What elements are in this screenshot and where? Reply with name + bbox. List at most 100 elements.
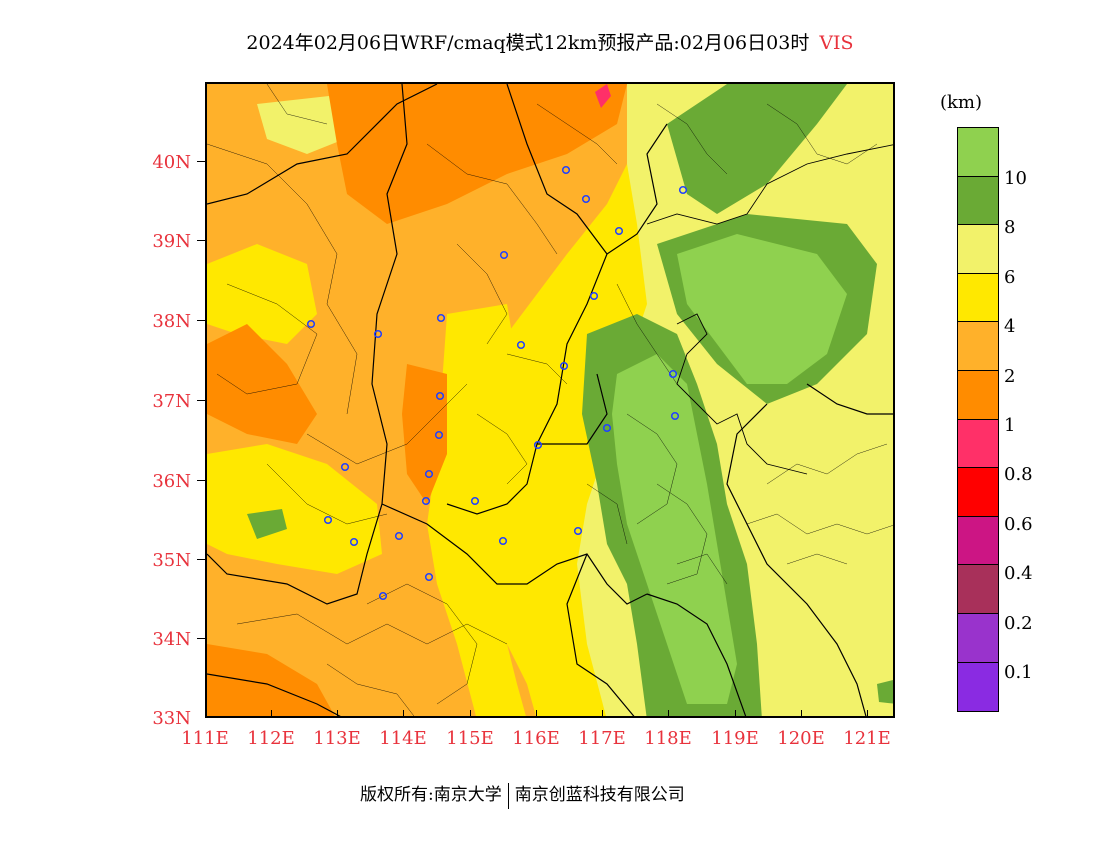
legend-swatch xyxy=(958,565,998,614)
city-marker xyxy=(589,291,599,301)
legend-label-1: 1 xyxy=(1004,415,1016,436)
region-west-dark-orange xyxy=(207,324,317,444)
city-marker xyxy=(349,537,359,547)
region-green-dark-north xyxy=(667,84,847,214)
city-marker xyxy=(306,319,316,329)
city-marker xyxy=(516,340,526,350)
city-marker xyxy=(421,496,431,506)
visibility-map xyxy=(207,84,893,716)
lon-tick xyxy=(403,710,404,718)
legend-label-0-8: 0.8 xyxy=(1004,464,1033,485)
lon-tick xyxy=(668,710,669,718)
title-variable: VIS xyxy=(819,32,854,54)
city-marker xyxy=(559,361,569,371)
legend-swatch xyxy=(958,273,998,323)
city-marker xyxy=(323,515,333,525)
city-marker xyxy=(378,591,388,601)
city-marker xyxy=(373,329,383,339)
lat-tick xyxy=(197,400,205,401)
lon-label-118e: 118E xyxy=(644,728,692,749)
footer-copyright: 版权所有:南京大学 xyxy=(360,785,502,805)
legend-label-0-2: 0.2 xyxy=(1004,613,1033,634)
map-frame xyxy=(205,82,895,718)
city-marker xyxy=(573,526,583,536)
lon-tick xyxy=(867,710,868,718)
city-markers xyxy=(306,165,688,601)
lon-tick xyxy=(602,710,603,718)
chart-title: 2024年02月06日WRF/cmaq模式12km预报产品:02月06日03时 V… xyxy=(0,28,1100,55)
lat-tick xyxy=(197,240,205,241)
city-marker xyxy=(614,226,624,236)
lat-label-34n: 34N xyxy=(152,629,191,650)
lon-label-119e: 119E xyxy=(711,728,759,749)
lat-tick xyxy=(197,320,205,321)
region-center-dark-orange xyxy=(402,364,447,504)
lat-label-37n: 37N xyxy=(152,391,191,412)
city-marker xyxy=(424,572,434,582)
city-marker xyxy=(436,313,446,323)
region-north-dark-orange xyxy=(327,84,627,224)
lon-tick xyxy=(801,710,802,718)
lon-label-111e: 111E xyxy=(181,728,229,749)
city-marker xyxy=(668,369,678,379)
lat-tick xyxy=(197,559,205,560)
lon-label-121e: 121E xyxy=(843,728,891,749)
region-w-yellow xyxy=(207,244,317,344)
city-marker xyxy=(498,536,508,546)
county-boundaries xyxy=(207,84,893,716)
footer-company: 南京创蓝科技有限公司 xyxy=(514,785,685,805)
region-green-light-bohai xyxy=(677,234,847,384)
color-legend xyxy=(957,127,999,713)
region-green-light-center xyxy=(612,354,737,704)
legend-label-4: 4 xyxy=(1004,316,1016,337)
legend-label-0-6: 0.6 xyxy=(1004,514,1033,535)
lat-tick xyxy=(197,161,205,162)
lat-label-33n: 33N xyxy=(152,708,191,729)
legend-swatch xyxy=(958,370,998,420)
legend-label-0-1: 0.1 xyxy=(1004,662,1033,683)
city-marker xyxy=(470,496,480,506)
region-green-dark-sw xyxy=(247,509,287,539)
city-marker xyxy=(670,411,680,421)
footer: 版权所有:南京大学 南京创蓝科技有限公司 xyxy=(360,780,685,809)
lon-tick xyxy=(536,710,537,718)
lat-label-40n: 40N xyxy=(152,152,191,173)
legend-unit: (km) xyxy=(940,92,983,113)
legend-swatch xyxy=(958,662,998,712)
legend-label-6: 6 xyxy=(1004,267,1016,288)
region-ne-pink xyxy=(595,84,611,108)
city-marker xyxy=(533,440,543,450)
region-sw-yellow xyxy=(207,444,382,574)
legend-swatch xyxy=(958,516,998,566)
legend-label-8: 8 xyxy=(1004,217,1016,238)
lon-label-113e: 113E xyxy=(313,728,361,749)
lon-label-114e: 114E xyxy=(379,728,427,749)
legend-label-2: 2 xyxy=(1004,366,1016,387)
lon-label-116e: 116E xyxy=(512,728,560,749)
lon-tick xyxy=(735,710,736,718)
footer-divider xyxy=(507,782,509,809)
region-green-dark-se xyxy=(877,680,893,704)
lon-label-115e: 115E xyxy=(446,728,494,749)
lon-label-120e: 120E xyxy=(777,728,825,749)
legend-label-10: 10 xyxy=(1004,168,1027,189)
city-marker xyxy=(678,185,688,195)
province-boundaries xyxy=(207,84,893,716)
city-marker xyxy=(340,462,350,472)
title-main: 2024年02月06日WRF/cmaq模式12km预报产品:02月06日03时 xyxy=(246,32,810,54)
lat-label-35n: 35N xyxy=(152,550,191,571)
city-marker xyxy=(581,194,591,204)
legend-swatch xyxy=(958,322,998,371)
legend-swatch xyxy=(958,128,998,177)
lat-label-38n: 38N xyxy=(152,311,191,332)
city-marker xyxy=(435,391,445,401)
legend-swatch xyxy=(958,419,998,469)
legend-label-0-4: 0.4 xyxy=(1004,563,1033,584)
lon-tick xyxy=(337,710,338,718)
legend-swatch xyxy=(958,225,998,274)
coastline xyxy=(646,144,893,475)
legend-swatch xyxy=(958,468,998,517)
lat-tick xyxy=(197,480,205,481)
lon-tick xyxy=(271,710,272,718)
lon-label-117e: 117E xyxy=(578,728,626,749)
